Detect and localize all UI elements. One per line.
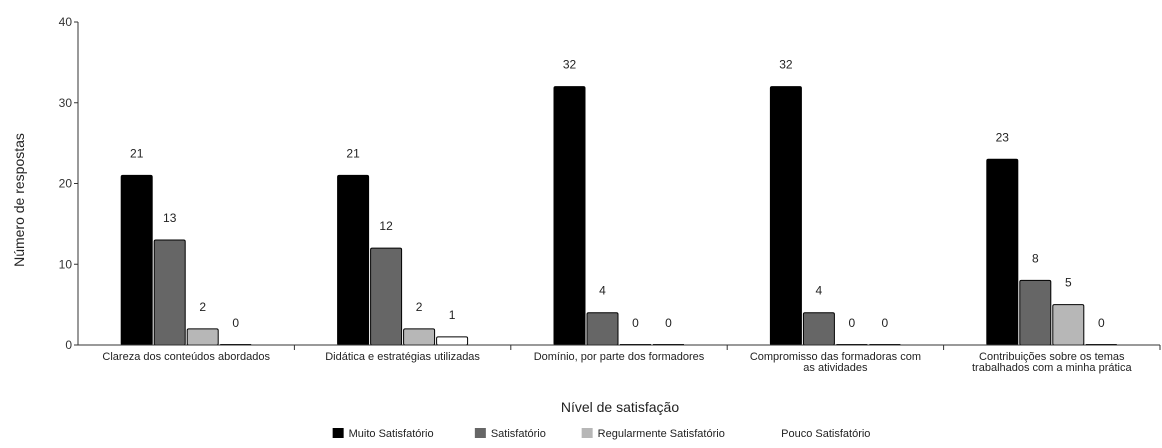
y-tick-label: 10 — [59, 257, 73, 271]
data-label: 21 — [346, 146, 360, 160]
bar — [553, 86, 586, 346]
legend: Muito Satisfatório Satisfatório Regularmen… — [332, 427, 870, 440]
data-label: 2 — [199, 300, 206, 314]
bar — [586, 312, 619, 346]
data-label: 0 — [882, 316, 889, 330]
bar — [186, 328, 219, 346]
bar — [153, 239, 186, 346]
data-label: 32 — [779, 58, 793, 72]
legend-label: Pouco Satisfatório — [781, 428, 870, 440]
x-tick-label: as atividades — [803, 362, 868, 374]
bar — [1052, 304, 1085, 346]
bar — [986, 158, 1019, 346]
data-label: 5 — [1065, 276, 1072, 290]
x-tick-label: Didática e estratégias utilizadas — [325, 351, 480, 363]
data-label: 0 — [849, 316, 856, 330]
bar — [370, 247, 403, 346]
bar — [769, 86, 802, 346]
bar — [802, 312, 835, 346]
data-label: 0 — [232, 316, 239, 330]
data-label: 21 — [130, 146, 144, 160]
x-axis: Clareza dos conteúdos abordados Didática … — [78, 344, 1161, 374]
data-label: 0 — [665, 316, 672, 330]
legend-swatch — [581, 428, 593, 438]
legend-label: Muito Satisfatório — [349, 428, 434, 440]
data-label: 0 — [1098, 316, 1105, 330]
x-tick-label: Clareza dos conteúdos abordados — [102, 351, 270, 363]
y-tick-label: 30 — [59, 96, 73, 110]
data-label: 0 — [632, 316, 639, 330]
x-tick-label: Domínio, por parte dos formadores — [534, 351, 705, 363]
data-label: 2 — [416, 300, 423, 314]
x-tick-label: Contribuições sobre os temas — [979, 351, 1125, 363]
data-label: 13 — [163, 211, 177, 225]
data-label: 12 — [379, 219, 393, 233]
data-label: 8 — [1032, 251, 1039, 265]
bar — [337, 174, 370, 346]
bar — [436, 336, 469, 346]
y-axis-title: Número de respostas — [11, 133, 27, 267]
data-label: 32 — [563, 58, 577, 72]
x-axis-title: Nível de satisfação — [561, 399, 679, 415]
legend-swatch — [474, 428, 486, 438]
x-tick-label: trabalhados com a minha prática — [972, 362, 1132, 374]
legend-label: Satisfatório — [491, 428, 546, 440]
data-label: 4 — [599, 284, 606, 298]
y-tick-label: 20 — [59, 177, 73, 191]
y-tick-label: 0 — [65, 338, 72, 352]
legend-label: Regularmente Satisfatório — [598, 428, 725, 440]
data-label: 4 — [816, 284, 823, 298]
x-tick-label: Compromisso das formadoras com — [750, 351, 921, 363]
y-axis: 0 10 20 30 40 — [59, 15, 79, 352]
legend-swatch — [332, 428, 344, 438]
bar — [1019, 279, 1052, 346]
bar — [120, 174, 153, 346]
y-tick-label: 40 — [59, 15, 73, 29]
data-label: 1 — [449, 308, 456, 322]
bar — [403, 328, 436, 346]
legend-swatch — [764, 427, 777, 439]
data-label: 23 — [996, 130, 1010, 144]
